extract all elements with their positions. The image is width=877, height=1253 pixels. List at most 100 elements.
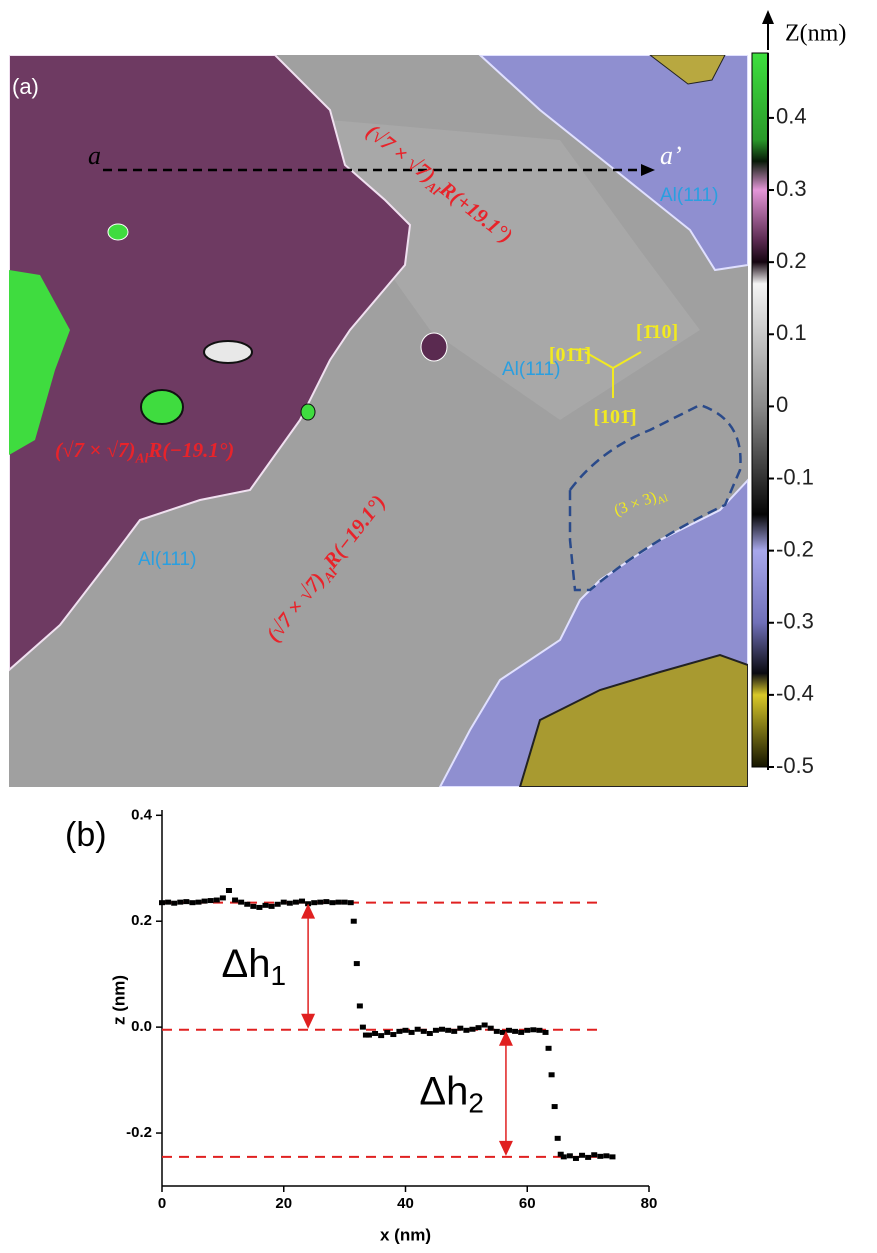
tick-label: -0.1 bbox=[776, 464, 814, 489]
data-point bbox=[420, 1028, 427, 1034]
annotation-text: [101̄] bbox=[593, 406, 636, 428]
data-point bbox=[493, 1028, 500, 1034]
data-point bbox=[481, 1022, 488, 1028]
data-point bbox=[213, 897, 220, 903]
data-point bbox=[350, 918, 357, 924]
data-point bbox=[536, 1027, 543, 1033]
data-point bbox=[244, 901, 251, 907]
annotation-text: a’ bbox=[660, 141, 682, 170]
green-island bbox=[9, 270, 70, 455]
data-point bbox=[512, 1028, 519, 1034]
data-point bbox=[560, 1154, 567, 1160]
x-tick-label: 80 bbox=[641, 1195, 658, 1212]
annotation: a’ bbox=[660, 141, 682, 170]
data-point bbox=[457, 1025, 464, 1031]
data-point bbox=[195, 899, 202, 905]
data-point bbox=[557, 1151, 564, 1157]
annotation-text: [01̄1̄] bbox=[549, 344, 591, 366]
data-point bbox=[396, 1028, 403, 1034]
annotation: Al(111) bbox=[502, 359, 560, 380]
data-point bbox=[362, 1032, 369, 1038]
island bbox=[107, 223, 129, 241]
data-point bbox=[207, 898, 214, 904]
data-point bbox=[183, 899, 190, 905]
data-point bbox=[603, 1153, 610, 1159]
data-point bbox=[256, 904, 263, 910]
data-point bbox=[554, 1135, 561, 1141]
terrace bbox=[330, 120, 700, 420]
pit bbox=[203, 340, 253, 364]
data-point bbox=[189, 900, 196, 906]
x-tick-label: 0 bbox=[158, 1195, 166, 1212]
yellow-terrace bbox=[649, 55, 726, 85]
data-point bbox=[323, 899, 330, 905]
island bbox=[140, 389, 184, 425]
y-tick-label: 0.0 bbox=[131, 1018, 152, 1035]
data-point bbox=[292, 899, 299, 905]
annotation-text: a bbox=[88, 141, 101, 170]
data-point bbox=[530, 1027, 537, 1033]
data-point bbox=[542, 1029, 549, 1035]
data-point bbox=[219, 895, 226, 901]
data-point bbox=[572, 1155, 579, 1161]
tick-label: 0.3 bbox=[776, 176, 807, 201]
annotation: [101̄] bbox=[593, 406, 636, 428]
data-point bbox=[597, 1153, 604, 1159]
tick-label: 0.4 bbox=[776, 104, 807, 129]
direction-arrows bbox=[584, 351, 642, 398]
data-point bbox=[475, 1025, 482, 1031]
arrow-head bbox=[498, 1140, 513, 1156]
data-point bbox=[372, 1030, 379, 1036]
data-point bbox=[585, 1154, 592, 1160]
data-point bbox=[286, 900, 293, 906]
arrow-head bbox=[301, 1013, 316, 1029]
data-point bbox=[238, 899, 245, 905]
annotation: Al(111) bbox=[660, 185, 718, 206]
arrow-head bbox=[301, 903, 316, 919]
x-tick-label: 20 bbox=[275, 1195, 292, 1212]
data-point bbox=[390, 1032, 397, 1038]
annotation-subscript: 1 bbox=[271, 961, 287, 992]
annotation-subscript: Al bbox=[656, 493, 670, 507]
data-point bbox=[353, 961, 360, 967]
purple-terrace bbox=[9, 55, 412, 672]
annotation: Al(111) bbox=[138, 549, 196, 570]
data-point bbox=[359, 1024, 366, 1030]
island bbox=[420, 332, 448, 362]
annotation: (√7 × √7)AlR(−19.1°) bbox=[55, 438, 234, 466]
data-point bbox=[451, 1028, 458, 1034]
data-point bbox=[201, 898, 208, 904]
y-tick-label: -0.2 bbox=[126, 1124, 152, 1141]
stm-image bbox=[9, 55, 748, 787]
data-point bbox=[299, 898, 306, 904]
lavender-terrace bbox=[478, 55, 748, 272]
x-tick-label: 60 bbox=[519, 1195, 536, 1212]
tick-label: -0.4 bbox=[776, 681, 814, 706]
y-tick-label: 0.4 bbox=[131, 806, 153, 823]
annotation-text: R(−19.1°) bbox=[147, 438, 234, 462]
data-point bbox=[499, 1029, 506, 1035]
annotation-text: (√7 × √7) bbox=[55, 438, 136, 462]
data-point bbox=[445, 1027, 452, 1033]
data-point bbox=[280, 899, 287, 905]
axis-title: Z(nm) bbox=[785, 21, 846, 47]
data-point bbox=[524, 1027, 531, 1033]
x-tick-label: 40 bbox=[397, 1195, 414, 1212]
data-point bbox=[432, 1027, 439, 1033]
data-point bbox=[414, 1026, 421, 1032]
data-point bbox=[384, 1029, 391, 1035]
y-axis-label: z (nm) bbox=[109, 975, 128, 1025]
annotation-text: Al(111) bbox=[660, 185, 718, 206]
tick-label: 0.1 bbox=[776, 320, 807, 345]
data-point bbox=[487, 1025, 494, 1031]
y-tick-label: 0.2 bbox=[131, 912, 152, 929]
annotation-text: Al(111) bbox=[138, 549, 196, 570]
colorbar bbox=[751, 52, 769, 768]
data-point bbox=[177, 899, 184, 905]
data-point bbox=[232, 897, 239, 903]
data-point bbox=[609, 1154, 616, 1160]
tick-label: -0.5 bbox=[776, 753, 814, 778]
annotation: (a) bbox=[12, 74, 39, 99]
data-point bbox=[329, 900, 336, 906]
